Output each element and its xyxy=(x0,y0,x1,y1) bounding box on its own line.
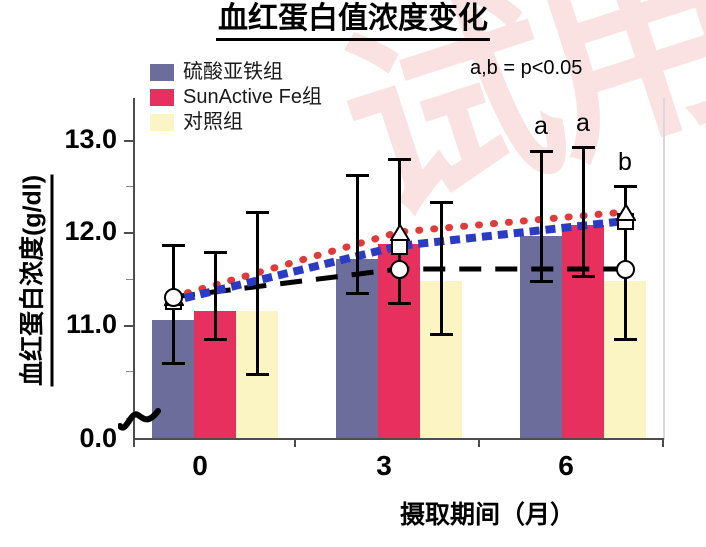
legend-item-1: SunActive Fe组 xyxy=(150,85,322,109)
x-axis-line xyxy=(133,438,665,440)
errorbar-cap-top-sunactive-0 xyxy=(204,251,227,254)
errorbar-sunactive-6 xyxy=(582,146,585,278)
marker-sunactive-3 xyxy=(389,223,411,246)
chart-title-text: 血红蛋白值浓度变化 xyxy=(216,2,490,41)
axis-break-icon xyxy=(117,404,164,439)
errorbar-sunactive-0 xyxy=(214,251,217,341)
y-tick-12 xyxy=(124,232,133,234)
significance-sunactive-6: a xyxy=(576,109,590,137)
legend-label-sunactive-fe: SunActive Fe组 xyxy=(183,86,322,108)
x-tick-3 xyxy=(478,438,480,447)
errorbar-cap-bottom-control-3 xyxy=(430,333,453,336)
errorbar-cap-top-sunactive-6 xyxy=(572,146,595,149)
legend-swatch-ferrous-sulfate xyxy=(150,63,174,81)
y-tick-label-13: 13.0 xyxy=(64,124,117,154)
x-tick-label-3: 3 xyxy=(376,450,392,481)
errorbar-cap-top-ferrous-0 xyxy=(162,244,185,247)
errorbar-cap-top-control-0 xyxy=(246,211,269,214)
triangle-icon xyxy=(615,203,637,221)
marker-control-6 xyxy=(616,260,635,279)
marker-control-3 xyxy=(390,260,409,279)
legend-swatch-sunactive-fe xyxy=(150,88,174,106)
x-tick-start xyxy=(133,438,135,447)
triangle-icon xyxy=(389,223,411,241)
x-tick-0 xyxy=(294,438,296,447)
y-axis-title: 血红蛋白浓度(g/dl) xyxy=(12,106,54,456)
plot-area: 13.0 12.0 11.0 0.0 0 3 6 xyxy=(64,98,665,481)
y-tick-minor-125 xyxy=(126,186,133,187)
legend: 硫酸亚铁组 SunActive Fe组 对照组 xyxy=(150,60,322,135)
significance-note: a,b = p<0.05 xyxy=(470,57,583,79)
marker-control-0 xyxy=(164,288,183,307)
errorbar-cap-bottom-control-6 xyxy=(614,338,637,341)
errorbar-cap-top-ferrous-6 xyxy=(530,150,553,153)
x-tick-6 xyxy=(662,438,664,447)
errorbar-cap-bottom-sunactive-0 xyxy=(204,338,227,341)
legend-item-0: 硫酸亚铁组 xyxy=(150,60,322,84)
errorbar-cap-top-control-3 xyxy=(430,201,453,204)
y-tick-label-11: 11.0 xyxy=(65,309,117,339)
squiggle-icon xyxy=(117,408,161,431)
errorbar-cap-bottom-ferrous-3 xyxy=(346,292,369,295)
errorbar-cap-bottom-ferrous-6 xyxy=(530,280,553,283)
significance-control-6: b xyxy=(618,148,632,176)
errorbar-cap-bottom-ferrous-0 xyxy=(162,362,185,365)
legend-swatch-control xyxy=(150,113,174,131)
errorbar-cap-bottom-control-0 xyxy=(246,373,269,376)
y-axis-line xyxy=(133,98,135,440)
significance-ferrous-6: a xyxy=(534,112,548,140)
x-axis-title: 摄取期间（月） xyxy=(400,501,576,529)
plot-right-border xyxy=(663,98,665,440)
errorbar-ferrous-3 xyxy=(356,174,359,295)
errorbar-cap-bottom-sunactive-3 xyxy=(388,302,411,305)
y-tick-13 xyxy=(124,140,133,142)
y-tick-label-12: 12.0 xyxy=(64,216,117,246)
y-tick-minor-105 xyxy=(126,371,133,372)
legend-label-control: 对照组 xyxy=(183,111,243,133)
y-tick-minor-115 xyxy=(126,279,133,280)
x-tick-label-0: 0 xyxy=(192,450,208,481)
errorbar-ferrous-6 xyxy=(540,150,543,283)
errorbar-control-3 xyxy=(440,201,443,336)
trendline-ferrous xyxy=(168,216,630,306)
errorbar-control-0 xyxy=(256,211,259,376)
legend-label-ferrous-sulfate: 硫酸亚铁组 xyxy=(183,61,283,83)
errorbar-cap-top-control-6 xyxy=(614,185,637,188)
y-axis-title-text: 血红蛋白浓度(g/dl) xyxy=(12,174,54,387)
errorbar-cap-bottom-sunactive-6 xyxy=(572,275,595,278)
trendline-sunactive xyxy=(169,208,629,301)
y-tick-label-0: 0.0 xyxy=(79,423,117,453)
y-tick-11 xyxy=(124,325,133,327)
x-tick-label-6: 6 xyxy=(558,450,574,481)
legend-item-2: 对照组 xyxy=(150,110,322,134)
errorbar-cap-top-ferrous-3 xyxy=(346,174,369,177)
page-title: 血红蛋白值浓度变化 xyxy=(0,2,706,41)
marker-sunactive-6 xyxy=(615,203,637,226)
errorbar-cap-top-sunactive-3 xyxy=(388,158,411,161)
